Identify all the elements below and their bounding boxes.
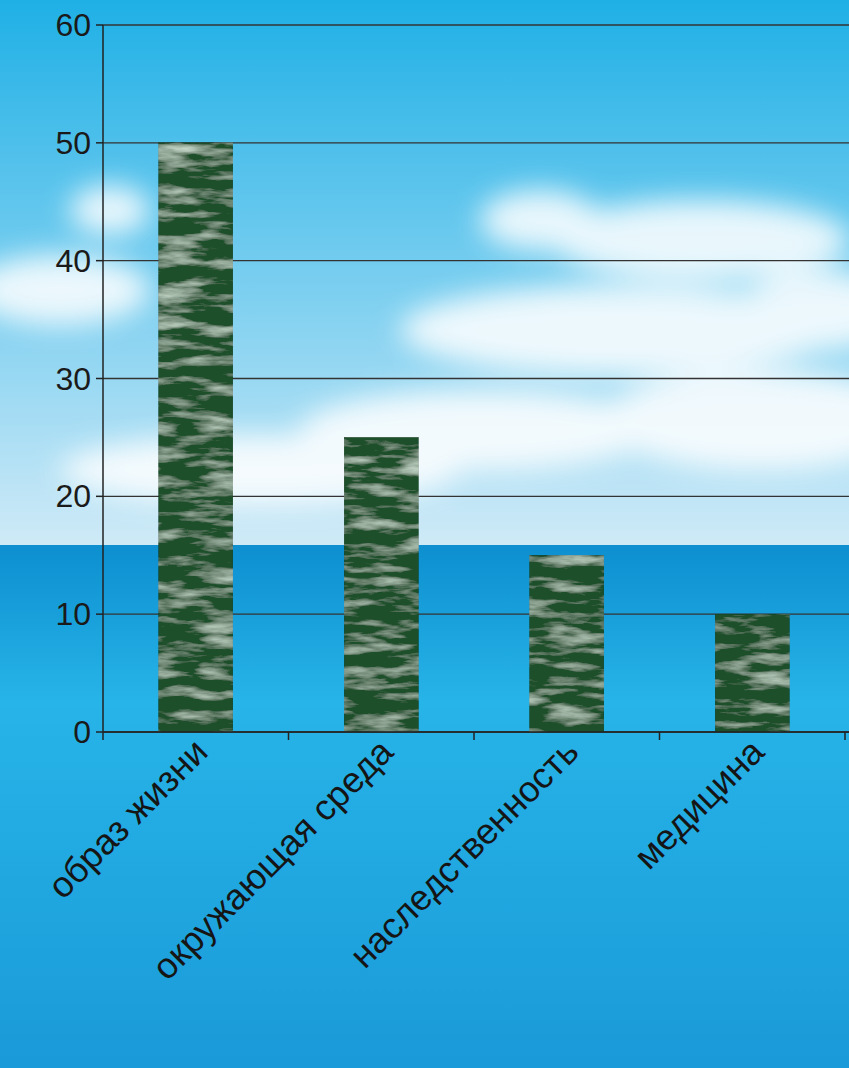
x-axis <box>103 731 849 733</box>
axes: 0 10 20 30 40 50 60 <box>55 7 849 750</box>
category-tick <box>659 732 661 740</box>
grid-line <box>103 24 849 25</box>
category-tick <box>288 732 290 740</box>
category-label: наследственность <box>341 731 586 976</box>
category-label: медицина <box>626 730 773 877</box>
y-tick <box>96 496 103 498</box>
y-tick <box>96 142 103 144</box>
bar <box>159 143 233 732</box>
y-tick-label: 50 <box>55 125 91 161</box>
bar <box>715 614 789 732</box>
y-tick-label: 60 <box>55 7 91 43</box>
y-tick-label: 40 <box>55 243 91 279</box>
y-tick <box>96 24 103 26</box>
category-tick <box>844 732 846 740</box>
y-tick-label: 10 <box>55 596 91 632</box>
sea <box>0 545 849 1068</box>
bars <box>159 143 790 732</box>
y-tick <box>96 731 103 733</box>
chart: 0 10 20 30 40 50 60 образ жизниокружающая среда… <box>0 0 849 1068</box>
y-tick-label: 0 <box>73 714 91 750</box>
category-tick <box>102 732 104 740</box>
y-tick-label: 20 <box>55 478 91 514</box>
y-tick <box>96 378 103 380</box>
category-tick <box>473 732 475 740</box>
category-labels: образ жизниокружающая среданаследственно… <box>40 730 773 988</box>
y-tick <box>96 613 103 615</box>
grid-line <box>103 731 849 732</box>
bar <box>530 555 604 732</box>
category-label: образ жизни <box>40 731 216 907</box>
y-tick-label: 30 <box>55 361 91 397</box>
clouds <box>0 185 849 505</box>
grid <box>103 25 849 732</box>
y-tick <box>96 260 103 262</box>
bar <box>344 437 418 732</box>
